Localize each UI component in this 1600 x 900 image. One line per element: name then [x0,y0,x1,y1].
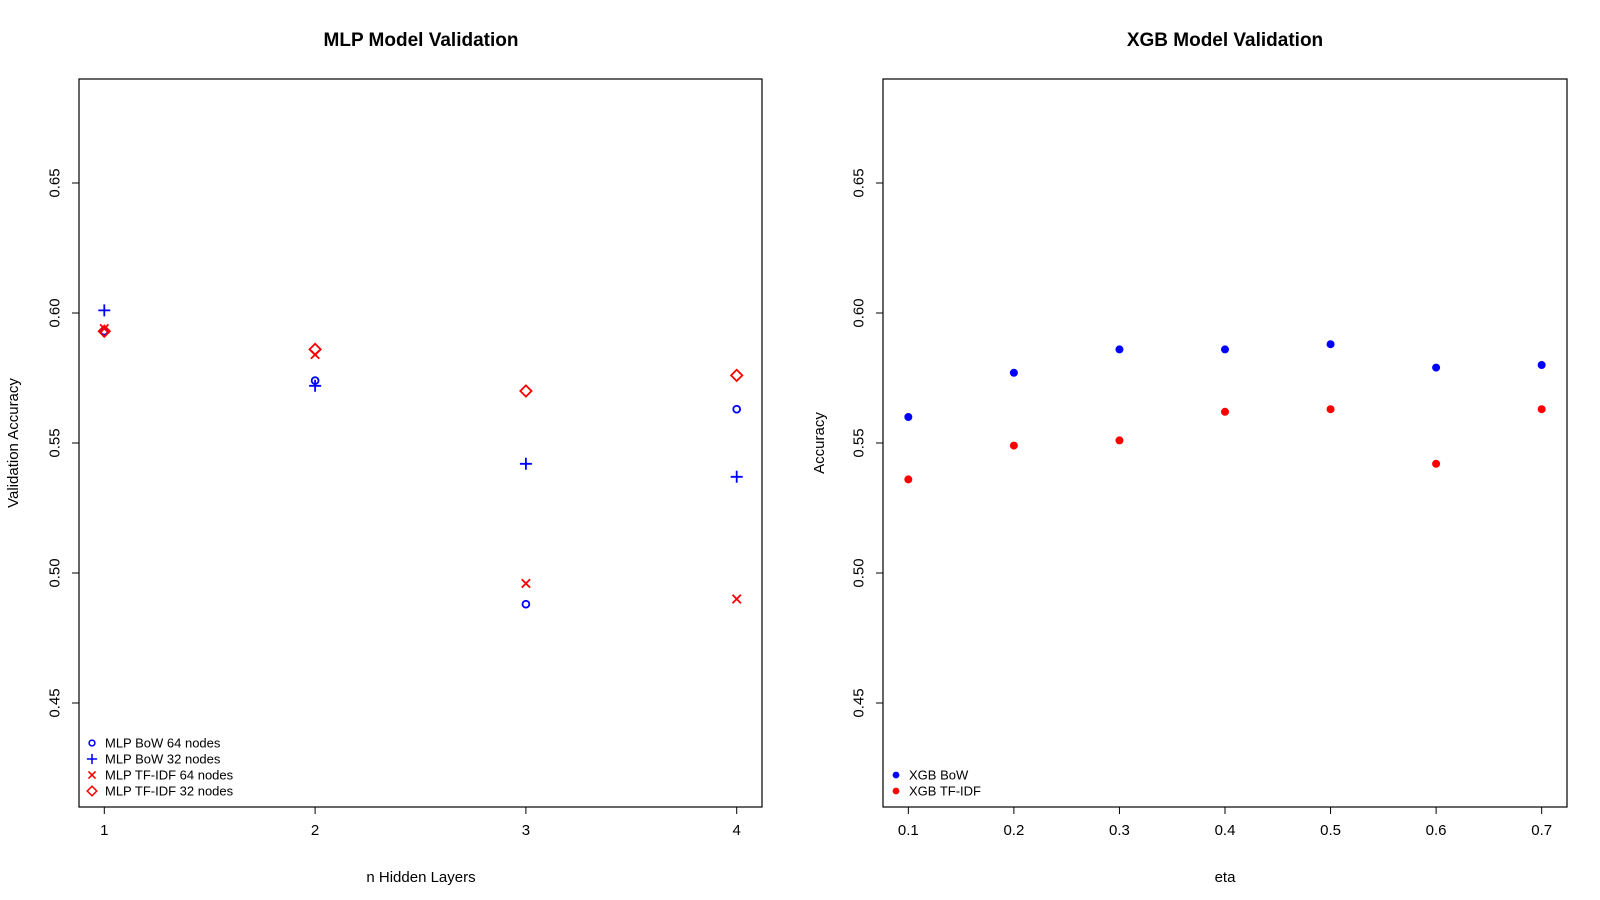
x-ticks: 0.1 0.2 0.3 0.4 0.5 0.6 0.7 [898,807,1552,839]
data-point [1221,407,1230,416]
data-point [1326,405,1335,414]
x-tick-label: 0.3 [1109,822,1130,839]
data-point [1432,459,1441,468]
legend-key [86,785,98,797]
x-tick-label: 0.2 [1003,822,1024,839]
x-tick-label: 2 [311,822,319,839]
y-axis-label: Validation Accuracy [5,378,22,508]
y-tick-label: 0.65 [47,168,64,197]
x-tick-label: 0.7 [1531,822,1552,839]
data-point [1009,368,1018,377]
mlp-validation-chart: MLP Model Validation n Hidden Layers Val… [5,30,763,886]
legend-key-group [87,770,97,780]
series-1 [904,405,1546,484]
x-ticks: 1 2 3 4 [100,807,741,839]
legend-key-group [892,787,900,795]
legend-key [892,787,900,795]
data-point [309,379,322,392]
data-point [98,304,111,317]
data-marks [97,304,744,609]
data-point [904,475,913,484]
data-point [730,470,743,483]
y-tick-label: 0.45 [851,688,868,717]
series-3 [97,324,744,398]
x-tick-label: 1 [100,822,108,839]
y-tick-label: 0.65 [851,168,868,197]
data-point [731,594,742,604]
series-0 [904,340,1546,421]
legend-key [86,753,98,765]
data-point [521,599,531,609]
data-point [1432,363,1441,372]
x-axis-label: eta [1215,869,1237,886]
series-2 [99,323,742,604]
data-point [1537,360,1546,369]
legend-key-group [892,771,900,779]
legend-key-group [86,785,98,797]
data-point [904,412,913,421]
plot-frame [78,78,763,808]
legend-key [87,770,97,780]
y-tick-label: 0.55 [47,428,64,457]
x-tick-label: 0.1 [898,822,919,839]
data-point [308,342,322,357]
x-axis-label: n Hidden Layers [366,869,475,886]
series-1 [98,304,743,483]
data-point [1537,405,1546,414]
legend-key-group [88,739,96,747]
legend-label: MLP BoW 64 nodes [105,736,221,751]
data-point [1115,345,1124,354]
y-tick-label: 0.55 [851,428,868,457]
x-tick-label: 4 [733,822,741,839]
data-point [732,404,742,414]
legend-label: XGB BoW [909,768,969,783]
y-ticks: 0.45 0.50 0.55 0.60 0.65 [851,168,883,718]
y-axis-label: Accuracy [811,412,828,474]
legend-key [88,739,96,747]
legend-key [892,771,900,779]
y-tick-label: 0.50 [851,558,868,587]
data-point [1221,345,1230,354]
data-point [97,324,112,339]
y-tick-label: 0.45 [47,688,64,717]
legend-key-group [86,753,98,765]
legend-label: MLP BoW 32 nodes [105,752,221,767]
legend-label: MLP TF-IDF 32 nodes [105,784,234,799]
data-point [1115,436,1124,445]
data-point [519,457,532,470]
y-ticks: 0.45 0.50 0.55 0.60 0.65 [47,168,79,718]
plot-frame [882,78,1568,808]
data-point [99,323,110,334]
chart-title: XGB Model Validation [1127,30,1323,51]
y-tick-label: 0.50 [47,558,64,587]
data-point [519,384,533,398]
x-tick-label: 3 [522,822,530,839]
x-tick-label: 0.4 [1215,822,1236,839]
data-point [729,368,744,383]
x-tick-label: 0.5 [1320,822,1341,839]
data-point [521,578,531,589]
data-marks [904,340,1546,484]
legend-label: MLP TF-IDF 64 nodes [105,768,234,783]
legend-label: XGB TF-IDF [909,784,981,799]
y-tick-label: 0.60 [47,298,64,327]
y-tick-label: 0.60 [851,298,868,327]
data-point [1326,340,1335,349]
data-point [1009,441,1018,450]
series-0 [99,326,742,609]
xgb-validation-chart: XGB Model Validation eta Accuracy 0.1 0.2… [811,30,1568,886]
x-tick-label: 0.6 [1426,822,1447,839]
chart-title: MLP Model Validation [324,30,519,51]
